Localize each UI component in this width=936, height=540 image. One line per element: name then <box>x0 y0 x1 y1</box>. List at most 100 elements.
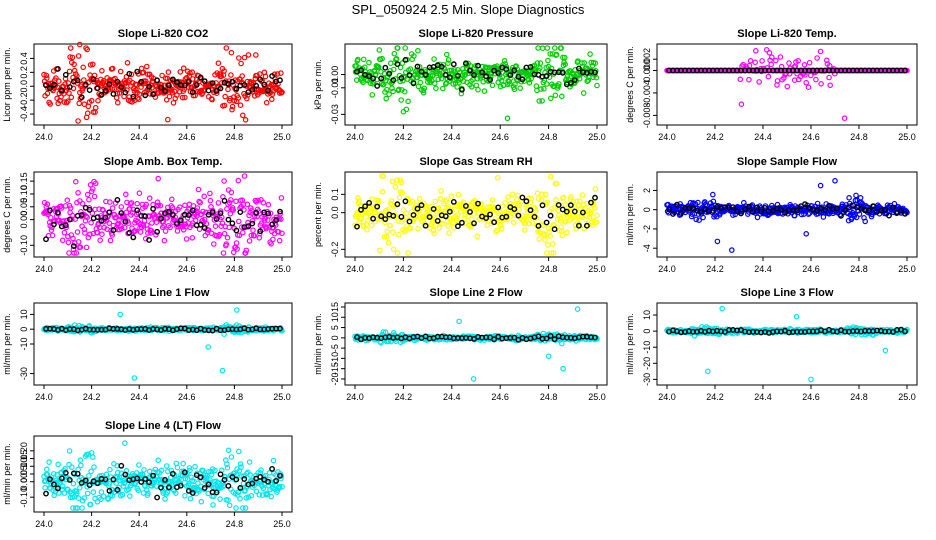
mean-point <box>225 216 232 223</box>
y-tick-label: 0.1 <box>330 188 340 201</box>
y-axis-label: degrees C per min. <box>2 176 12 253</box>
data-point <box>84 490 91 497</box>
data-point <box>256 230 263 237</box>
data-point <box>433 85 439 92</box>
data-point <box>65 239 72 246</box>
data-point <box>536 236 543 242</box>
data-point <box>233 505 239 511</box>
mean-point <box>576 222 582 229</box>
data-point <box>134 200 141 207</box>
data-point <box>443 197 450 203</box>
data-point <box>234 246 240 252</box>
data-point <box>549 241 556 247</box>
data-point <box>215 200 222 206</box>
mean-point <box>523 198 530 205</box>
mean-point <box>870 203 876 210</box>
mean-point <box>902 328 908 335</box>
mean-point <box>503 66 510 73</box>
data-point <box>88 468 94 475</box>
data-point <box>391 50 398 57</box>
outlier-point <box>832 178 838 184</box>
data-point <box>92 104 99 111</box>
data-point <box>75 239 82 245</box>
mean-point <box>47 207 53 214</box>
data-point <box>187 495 194 502</box>
data-point <box>529 220 536 226</box>
mean-point <box>519 76 526 83</box>
data-point <box>169 204 176 211</box>
data-point <box>560 194 567 201</box>
data-point <box>201 216 208 223</box>
data-point <box>177 89 183 95</box>
data-point <box>801 62 808 68</box>
outlier-point <box>117 311 124 318</box>
y-tick-label: 0.10 <box>19 458 29 476</box>
data-point <box>591 205 598 211</box>
data-point <box>526 220 533 227</box>
plot-frame <box>33 171 293 258</box>
mean-point <box>122 89 129 96</box>
data-point <box>536 65 543 71</box>
mean-point <box>382 64 389 71</box>
data-point <box>517 85 524 91</box>
data-point <box>270 236 276 243</box>
data-point <box>87 501 94 508</box>
data-point <box>228 454 235 460</box>
mean-point <box>154 77 161 84</box>
outlier-point <box>728 247 735 253</box>
data-point <box>499 74 506 80</box>
data-point <box>400 207 407 213</box>
data-point <box>806 59 813 66</box>
data-point <box>429 219 436 226</box>
data-point <box>594 82 600 89</box>
data-point <box>696 217 702 224</box>
mean-point <box>826 202 832 209</box>
x-tick-label: 24.0 <box>346 132 364 142</box>
y-tick-label: -5 <box>330 344 340 352</box>
data-point <box>59 483 66 490</box>
outlier-point <box>400 108 407 115</box>
mean-point <box>754 204 760 211</box>
mean-point <box>742 206 748 213</box>
y-tick-label: 0 <box>642 329 652 334</box>
mean-point <box>515 212 522 219</box>
mean-point <box>414 205 421 212</box>
data-point <box>417 79 424 86</box>
mean-point <box>515 73 522 80</box>
x-tick-label: 24.0 <box>346 392 364 402</box>
plot-frame <box>344 43 608 126</box>
outlier-point <box>560 365 566 372</box>
y-tick-label: 0 <box>330 335 340 340</box>
mean-point <box>150 91 157 98</box>
mean-point <box>698 208 704 215</box>
data-point <box>740 61 747 68</box>
x-tick-label: 25.0 <box>588 132 606 142</box>
data-point <box>173 490 179 496</box>
mean-point <box>758 208 764 215</box>
data-point <box>89 210 96 217</box>
data-point <box>564 229 570 236</box>
mean-point <box>511 334 518 341</box>
mean-point <box>670 211 676 217</box>
mean-point <box>882 206 888 213</box>
data-point <box>356 198 362 204</box>
data-point <box>853 192 859 199</box>
data-point <box>405 250 411 256</box>
x-tick-label: 24.4 <box>754 132 772 142</box>
data-point <box>75 190 81 196</box>
x-tick-label: 25.0 <box>588 264 606 274</box>
data-point <box>246 212 252 219</box>
data-point <box>61 490 68 496</box>
data-point <box>74 229 81 235</box>
y-tick-label: 0.05 <box>19 198 29 216</box>
data-point <box>401 88 408 95</box>
data-points <box>41 307 285 381</box>
data-point <box>75 53 82 59</box>
mean-point <box>555 202 562 208</box>
data-point <box>196 198 202 205</box>
y-axis-label: Licor ppm per min. <box>2 47 12 122</box>
mean-point <box>209 80 216 87</box>
data-point <box>415 225 421 232</box>
data-point <box>693 216 700 223</box>
